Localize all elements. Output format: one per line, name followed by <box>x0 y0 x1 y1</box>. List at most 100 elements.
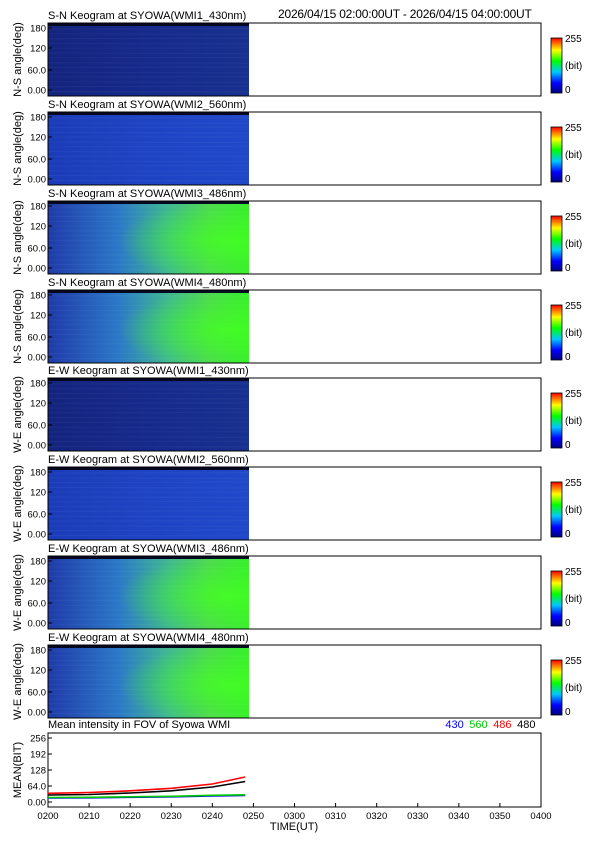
y-tick-label: 180 <box>30 291 46 302</box>
x-tick-label: 0220 <box>120 811 141 822</box>
y-tick-label: 0.00 <box>28 619 47 630</box>
y-tick-label: 64.0 <box>28 782 47 793</box>
colorbar-unit-label: (bit) <box>565 683 582 694</box>
keogram-streak <box>47 52 250 55</box>
keogram-frame <box>47 377 542 452</box>
keogram-frame <box>47 555 542 630</box>
colorbar <box>550 126 563 183</box>
keogram-streak <box>47 407 250 410</box>
keogram-streak <box>47 170 250 172</box>
y-tick-label: 60.0 <box>28 333 47 344</box>
y-axis-label: N-S angle(deg) <box>12 200 24 275</box>
keogram-bright-area <box>48 290 249 363</box>
y-tick-label: 120 <box>30 133 46 144</box>
keogram-frame <box>47 466 542 541</box>
colorbar-max-label: 255 <box>565 656 582 667</box>
keogram-image <box>48 378 249 451</box>
y-axis-label: N-S angle(deg) <box>12 111 24 186</box>
keogram-streak <box>47 426 250 429</box>
keogram-bright-area <box>48 556 249 629</box>
keogram-streak <box>47 33 250 35</box>
y-tick-label: 120 <box>30 44 46 55</box>
colorbar <box>550 304 563 361</box>
keogram-edge <box>48 112 249 115</box>
keogram-streak <box>47 445 250 448</box>
keogram-streak <box>47 62 250 64</box>
x-tick-label: 0240 <box>202 811 223 822</box>
keogram-panel: E-W Keogram at SYOWA(WMI3_486nm)180 120 60… <box>12 543 582 631</box>
colorbar-max-label: 255 <box>565 34 582 45</box>
y-tick-label: 120 <box>30 311 46 322</box>
y-axis-label: N-S angle(deg) <box>12 22 24 97</box>
time-range-label: 2026/04/15 02:00:00UT - 2026/04/15 04:00… <box>278 7 532 21</box>
keogram-streak <box>47 151 250 153</box>
colorbar <box>550 659 563 716</box>
colorbar-max-label: 255 <box>565 567 582 578</box>
y-tick-label: 256 <box>30 734 46 745</box>
x-tick-label: 0300 <box>284 811 305 822</box>
y-tick-label: 0.00 <box>28 86 47 97</box>
x-tick-label: 0310 <box>325 811 346 822</box>
keogram-streak <box>47 90 250 93</box>
keogram-streak <box>47 141 250 144</box>
colorbar-unit-label: (bit) <box>565 239 582 250</box>
keogram-panel: S-N Keogram at SYOWA(WMI4_480nm)180 120 60… <box>12 277 582 364</box>
keogram-streak <box>47 179 250 182</box>
keogram-title: E-W Keogram at SYOWA(WMI2_560nm) <box>48 454 249 466</box>
keogram-frame <box>47 22 542 97</box>
y-axis-label: W-E angle(deg) <box>12 376 24 453</box>
keogram-panel: E-W Keogram at SYOWA(WMI2_560nm)180 120 60… <box>12 454 582 542</box>
keogram-title: E-W Keogram at SYOWA(WMI1_430nm) <box>48 365 249 377</box>
y-tick-label: 120 <box>30 222 46 233</box>
colorbar <box>550 37 563 94</box>
keogram-streak <box>47 131 250 134</box>
colorbar-min-label: 0 <box>565 85 571 96</box>
keogram-streak <box>47 486 250 489</box>
series-line-480 <box>47 780 246 796</box>
keogram-streak <box>47 496 250 499</box>
keogram-bright-area <box>48 201 249 274</box>
x-tick-label: 0200 <box>37 811 58 822</box>
colorbar-max-label: 255 <box>565 478 582 489</box>
keogram-panel: E-W Keogram at SYOWA(WMI4_480nm)180 120 60… <box>12 632 582 720</box>
series-line-560 <box>47 794 246 799</box>
colorbar-max-label: 255 <box>565 389 582 400</box>
keogram-streak <box>47 525 250 528</box>
keogram-frame <box>47 644 542 719</box>
x-axis-label: TIME(UT) <box>270 821 318 833</box>
y-tick-label: 60.0 <box>28 66 47 77</box>
y-tick-label: 180 <box>30 113 46 124</box>
keogram-streak <box>47 71 250 74</box>
y-tick-label: 180 <box>30 646 46 657</box>
colorbar-max-label: 255 <box>565 123 582 134</box>
keogram-panel: S-N Keogram at SYOWA(WMI2_560nm)180 120 60… <box>12 99 582 186</box>
colorbar-min-label: 0 <box>565 352 571 363</box>
keogram-streak <box>47 436 250 438</box>
colorbar-min-label: 0 <box>565 174 571 185</box>
keogram-title: E-W Keogram at SYOWA(WMI3_486nm) <box>48 543 249 555</box>
y-tick-label: 60.0 <box>28 155 47 166</box>
y-axis-label: W-E angle(deg) <box>12 643 24 720</box>
keogram-streak <box>47 534 250 537</box>
keogram-frame <box>47 111 542 186</box>
colorbar-min-label: 0 <box>565 440 571 451</box>
colorbar-unit-label: (bit) <box>565 61 582 72</box>
keogram-streak <box>47 388 250 390</box>
y-axis-label: W-E angle(deg) <box>12 554 24 631</box>
y-tick-label: 120 <box>30 488 46 499</box>
keogram-streak <box>47 506 250 508</box>
y-tick-label: 128 <box>30 766 46 777</box>
legend-entry: 560 <box>469 719 487 731</box>
y-axis-label: N-S angle(deg) <box>12 289 24 364</box>
keogram-edge <box>48 378 249 381</box>
keogram-panels: S-N Keogram at SYOWA(WMI1_430nm)18012060… <box>12 10 582 720</box>
chart-title: Mean intensity in FOV of Syowa WMI <box>48 719 230 731</box>
keogram-streak <box>47 397 250 400</box>
x-tick-label: 0250 <box>243 811 264 822</box>
y-tick-label: 0.00 <box>28 798 47 809</box>
keogram-title: S-N Keogram at SYOWA(WMI2_560nm) <box>48 99 246 111</box>
keogram-streak <box>47 122 250 124</box>
x-tick-label: 0350 <box>489 811 510 822</box>
colorbar-max-label: 255 <box>565 301 582 312</box>
colorbar-max-label: 255 <box>565 212 582 223</box>
